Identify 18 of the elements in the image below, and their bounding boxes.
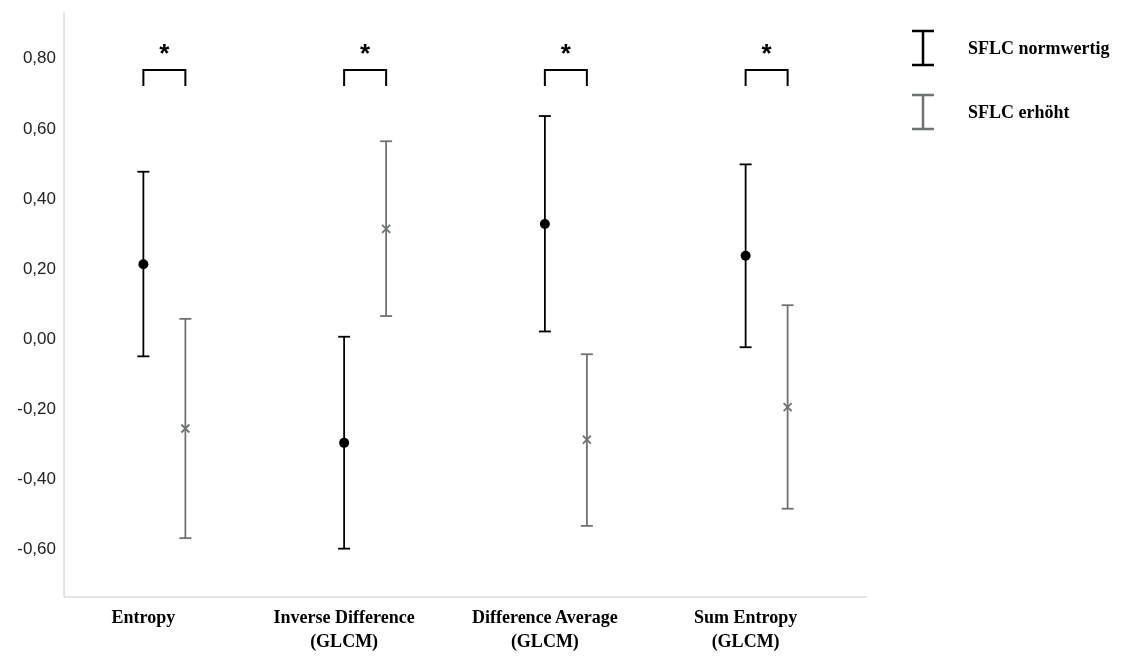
y-tick-label: -0,20 — [17, 398, 56, 418]
y-tick-label: -0,60 — [17, 538, 56, 558]
text: SFLC erhöht — [968, 102, 1070, 123]
y-tick-label: 0,80 — [22, 48, 56, 68]
y-tick-label: -0,40 — [17, 468, 56, 488]
y-tick-label: 0,20 — [22, 258, 56, 278]
x-tick-label: Difference Average (GLCM) — [471, 607, 618, 652]
annotation: * — [560, 38, 572, 68]
y-tick-label: 0,60 — [22, 118, 56, 138]
x-tick-label: Sum Entropy (GLCM) — [694, 607, 798, 652]
annotation: * — [761, 38, 773, 68]
text: SFLC normwertig — [968, 38, 1110, 59]
annotation: * — [159, 38, 171, 68]
y-tick-label: 0,00 — [22, 328, 56, 348]
x-tick-label: Inverse Difference (GLCM) — [273, 607, 415, 652]
x-tick-label: Entropy — [111, 607, 176, 627]
annotation: * — [360, 38, 372, 68]
y-tick-label: 0,40 — [22, 188, 56, 208]
